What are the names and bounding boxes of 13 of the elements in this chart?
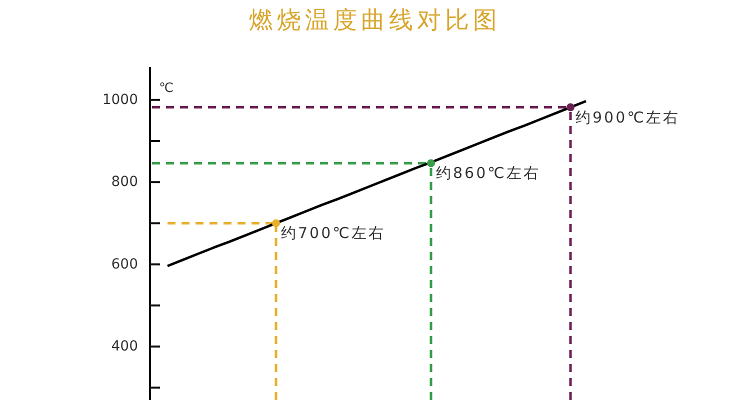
chart-title: 燃烧温度曲线对比图 [249,6,501,34]
annotation: 约900℃左右 [576,108,680,126]
line-series [166,100,588,268]
y-tick-label: 600 [111,256,138,272]
point [427,159,435,168]
point [272,219,280,228]
y-axis-title: ℃ [159,80,174,96]
y-tick-label: 800 [111,174,138,190]
y-tick-label: 400 [111,338,138,355]
point [566,103,574,112]
annotation: 约860℃左右 [436,164,540,182]
annotation: 约700℃左右 [281,224,386,242]
y-tick-label: 1000 [102,92,138,108]
